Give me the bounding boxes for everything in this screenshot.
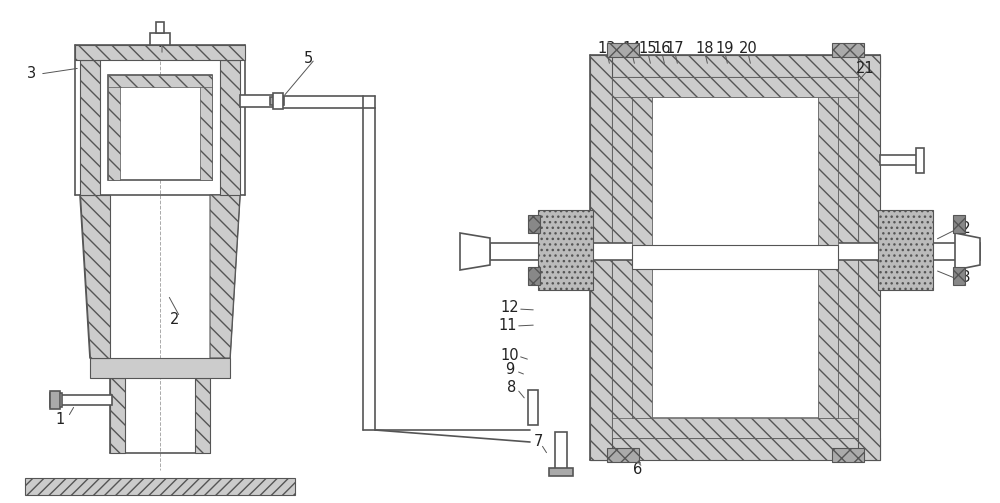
Text: 18: 18 — [696, 41, 714, 55]
Text: 19: 19 — [716, 41, 734, 55]
Polygon shape — [108, 75, 135, 80]
Text: 12: 12 — [501, 300, 519, 315]
Text: 13: 13 — [598, 41, 616, 55]
Polygon shape — [108, 75, 120, 180]
Bar — [50, 391, 60, 409]
Polygon shape — [195, 378, 210, 453]
Polygon shape — [838, 77, 858, 438]
Bar — [240, 95, 275, 107]
Polygon shape — [80, 195, 110, 358]
Text: 9: 9 — [505, 363, 515, 377]
Polygon shape — [590, 55, 612, 460]
Polygon shape — [955, 233, 980, 270]
Bar — [156, 22, 164, 33]
Bar — [953, 267, 965, 285]
Bar — [150, 33, 170, 45]
Text: 22: 22 — [953, 220, 971, 235]
Polygon shape — [108, 75, 212, 87]
Bar — [528, 215, 540, 233]
Bar — [832, 43, 864, 57]
Bar — [270, 97, 284, 105]
Polygon shape — [220, 60, 240, 195]
Text: 1: 1 — [55, 412, 65, 428]
Text: 14: 14 — [623, 41, 641, 55]
Text: 16: 16 — [653, 41, 671, 55]
Polygon shape — [200, 75, 212, 180]
Bar — [832, 448, 864, 462]
Polygon shape — [818, 97, 838, 418]
Text: 4: 4 — [153, 35, 163, 49]
Polygon shape — [210, 195, 240, 358]
Bar — [108, 75, 212, 180]
Bar — [50, 393, 62, 407]
Polygon shape — [90, 358, 230, 378]
Bar — [652, 97, 818, 245]
Text: 20: 20 — [739, 41, 757, 55]
Polygon shape — [110, 378, 125, 453]
Polygon shape — [185, 75, 212, 80]
Text: 5: 5 — [303, 50, 313, 65]
Text: 23: 23 — [953, 271, 971, 286]
Polygon shape — [460, 233, 490, 270]
Bar — [528, 267, 540, 285]
Polygon shape — [612, 418, 858, 438]
Bar — [607, 43, 639, 57]
Polygon shape — [612, 77, 632, 438]
Bar — [555, 432, 567, 474]
Text: 17: 17 — [666, 41, 684, 55]
Polygon shape — [612, 77, 858, 97]
Bar — [538, 210, 593, 290]
Text: 2: 2 — [170, 312, 180, 327]
Polygon shape — [590, 55, 880, 77]
Text: 11: 11 — [499, 317, 517, 332]
Bar — [607, 448, 639, 462]
Text: 21: 21 — [856, 60, 874, 75]
Bar — [953, 215, 965, 233]
Polygon shape — [75, 45, 245, 60]
Bar — [549, 468, 573, 476]
Text: 3: 3 — [27, 65, 37, 80]
Bar — [528, 390, 538, 425]
Bar — [273, 93, 283, 109]
Bar — [652, 269, 818, 417]
Bar — [490, 243, 980, 260]
Bar — [916, 148, 924, 173]
Polygon shape — [632, 245, 838, 269]
Polygon shape — [25, 478, 295, 495]
Polygon shape — [590, 438, 880, 460]
Polygon shape — [858, 55, 880, 460]
Polygon shape — [632, 97, 652, 418]
Text: 6: 6 — [633, 462, 643, 477]
Text: 10: 10 — [501, 348, 519, 363]
Bar — [60, 395, 112, 405]
Bar — [878, 210, 933, 290]
Text: 7: 7 — [533, 435, 543, 450]
Text: 8: 8 — [507, 380, 517, 395]
Bar — [880, 155, 920, 165]
Text: 15: 15 — [639, 41, 657, 55]
Polygon shape — [80, 60, 100, 195]
